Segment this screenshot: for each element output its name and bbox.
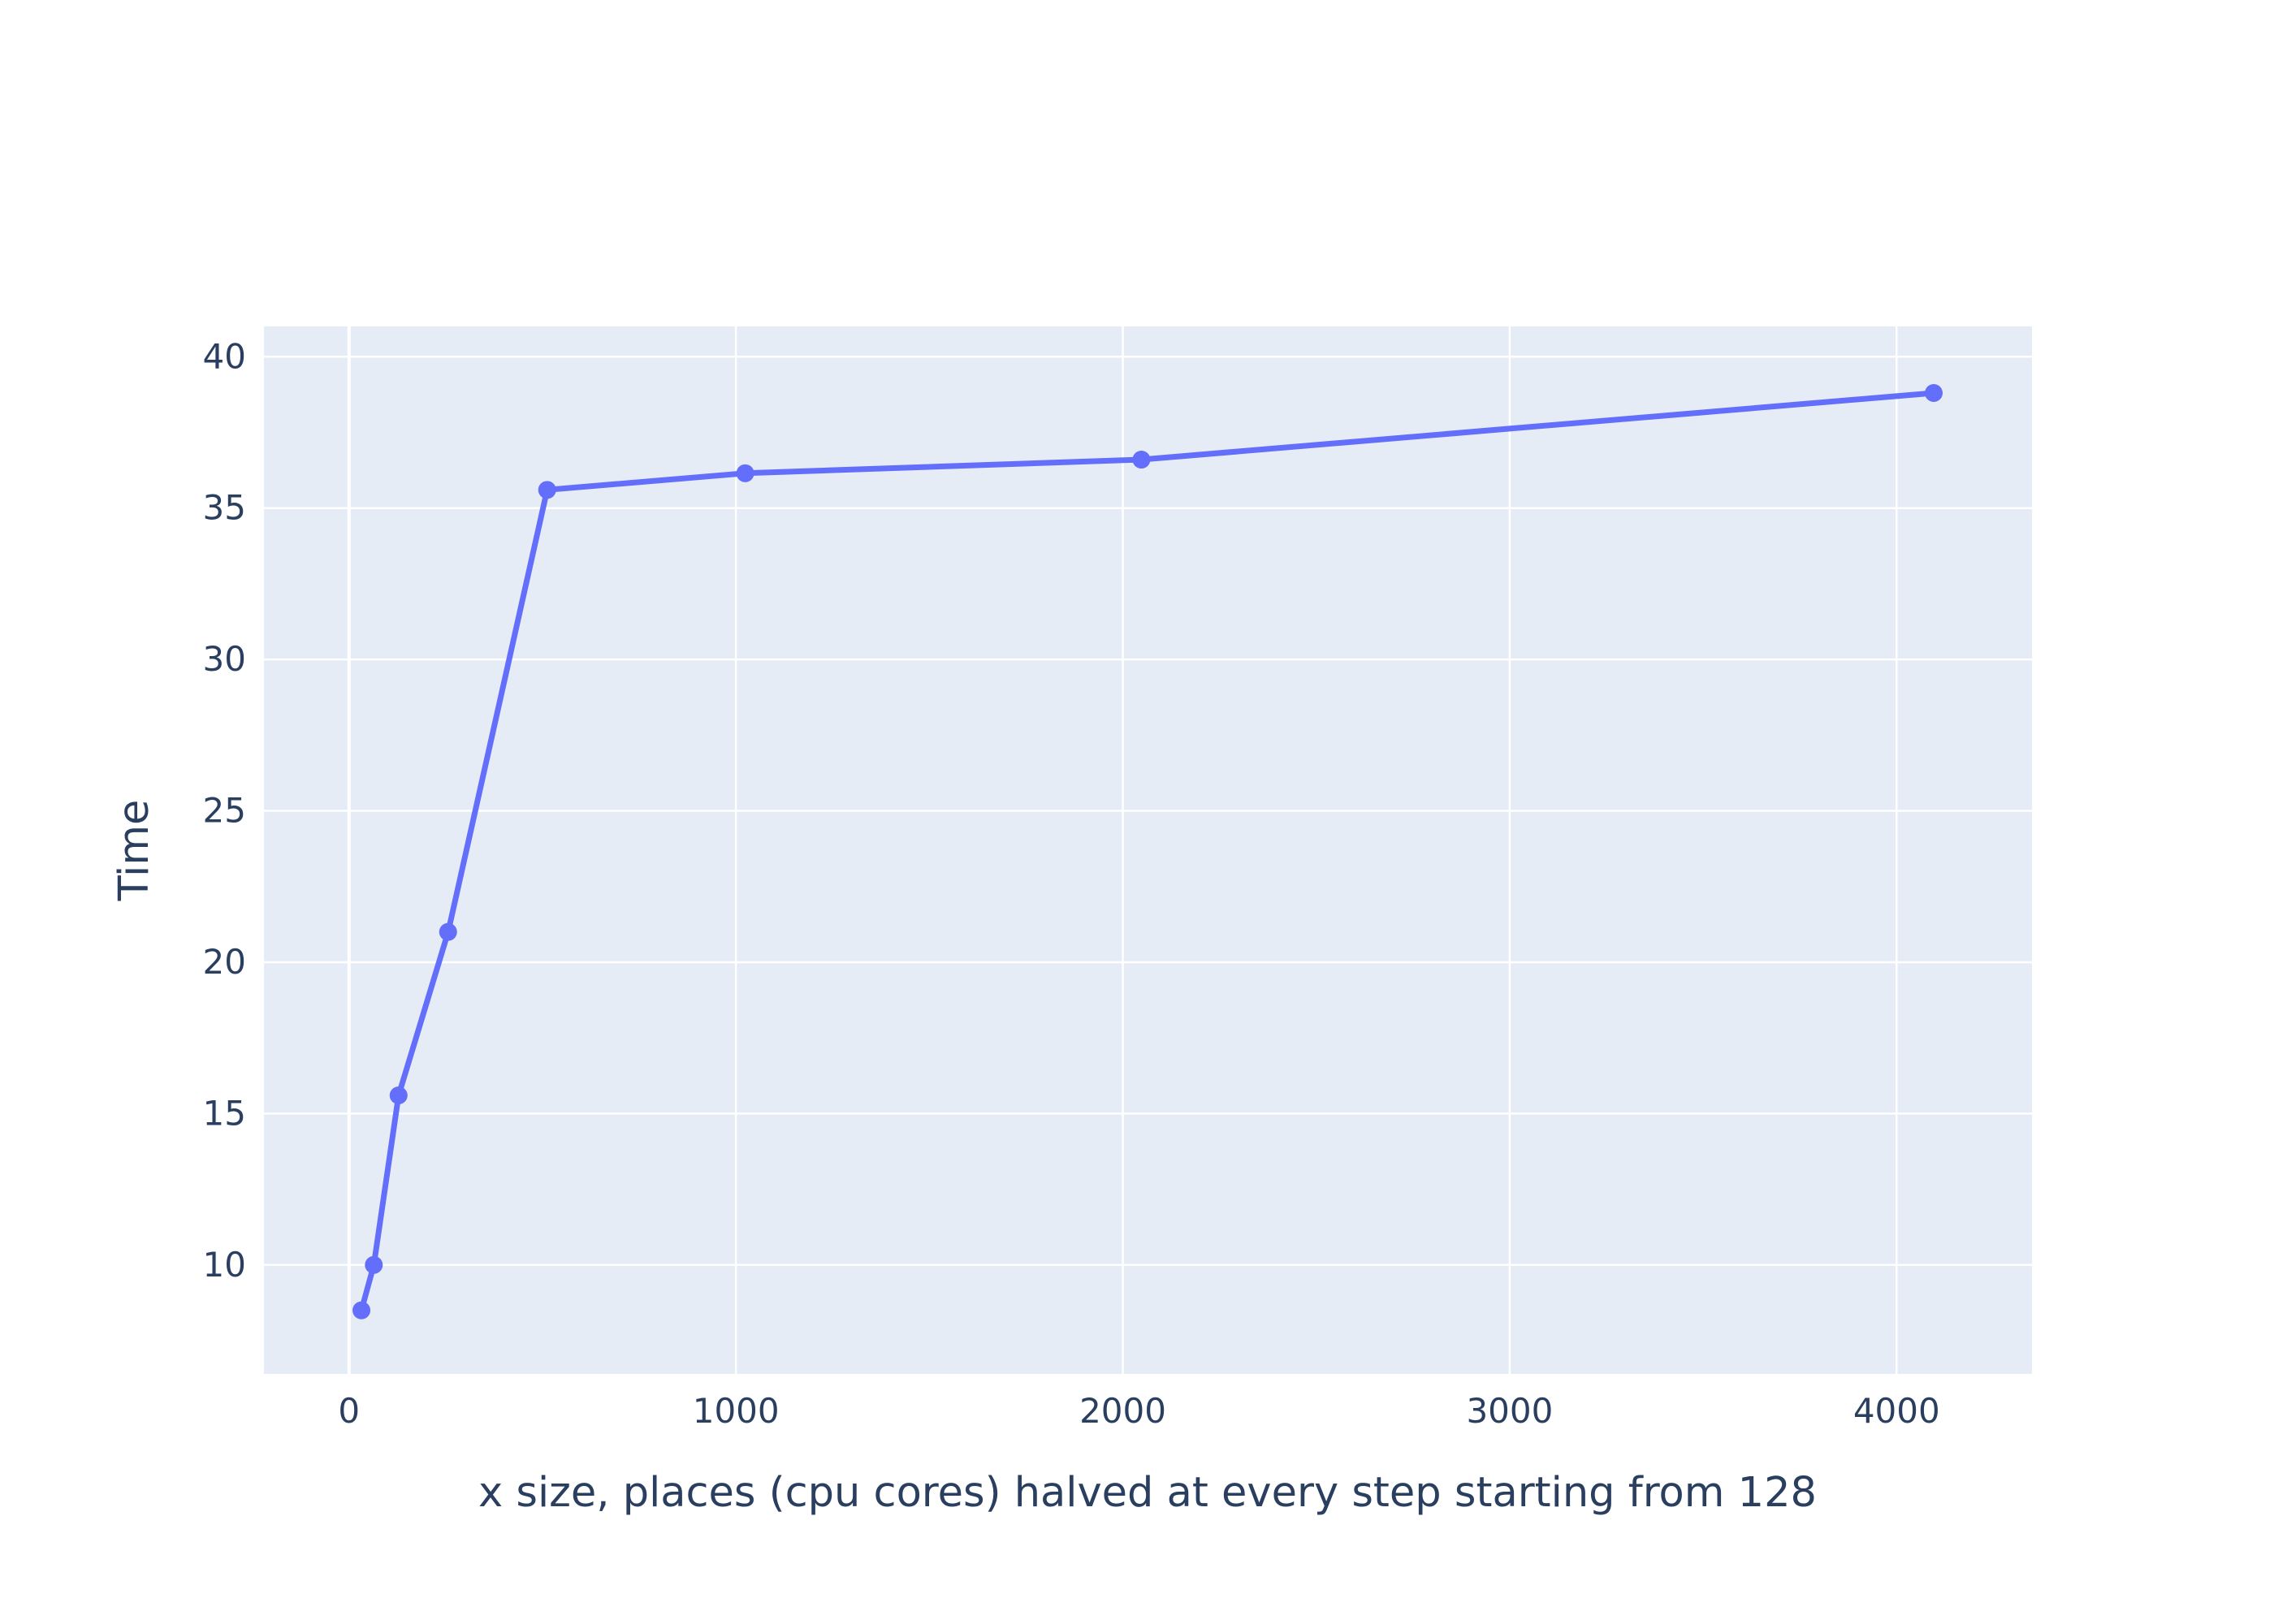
data-point [1925, 384, 1943, 403]
x-tick-label: 2000 [1079, 1391, 1166, 1431]
data-point [365, 1255, 383, 1274]
y-tick-label: 20 [203, 942, 246, 982]
data-point [439, 922, 457, 941]
y-tick-label: 10 [203, 1245, 246, 1285]
x-tick-label: 1000 [693, 1391, 780, 1431]
grid-lines [264, 326, 2032, 1374]
x-axis-title: x size, places (cpu cores) halved at eve… [478, 1469, 1817, 1517]
y-tick-label: 35 [203, 488, 246, 528]
data-point [389, 1086, 408, 1104]
y-axis-title: Time [110, 800, 158, 902]
x-tick-label: 4000 [1853, 1391, 1940, 1431]
y-tick-label: 15 [203, 1093, 246, 1133]
plot-background [264, 326, 2032, 1374]
x-tick-label: 3000 [1466, 1391, 1553, 1431]
y-tick-label: 40 [203, 336, 246, 376]
tick-labels: 0 1000 2000 3000 4000 10 15 20 25 30 35 40 [203, 336, 1940, 1431]
data-point [538, 481, 556, 499]
data-point [736, 464, 754, 482]
data-point [352, 1301, 371, 1320]
y-tick-label: 30 [203, 639, 246, 679]
series-layer [352, 384, 1943, 1320]
y-tick-label: 25 [203, 791, 246, 831]
series-line [358, 390, 1937, 1314]
x-tick-label: 0 [338, 1391, 360, 1431]
data-point [1132, 451, 1151, 469]
